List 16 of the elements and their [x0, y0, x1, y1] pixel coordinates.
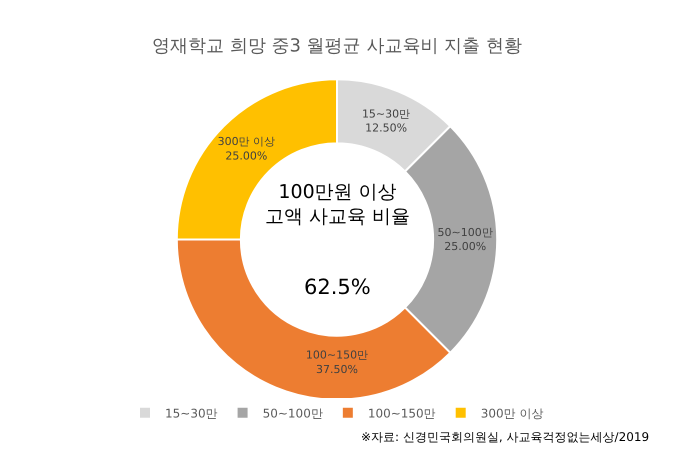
data-label: 12.50% — [365, 122, 408, 135]
legend-label: 50~100만 — [262, 406, 323, 420]
data-label: 25.00% — [225, 150, 268, 163]
data-label: 37.50% — [316, 362, 358, 376]
text: 62.5% — [304, 275, 371, 299]
text: 100만원 이상 고액 사교육 비율 — [265, 181, 410, 228]
slice-label: 300만 이상 — [218, 135, 276, 148]
slice-label: 50~100만 — [438, 226, 493, 239]
legend-label: 15~30만 — [165, 406, 218, 420]
chart-title: 영재학교 희망 중3 월평균 사교육비 지출 현황 — [152, 36, 522, 57]
legend-label: 100~150만 — [368, 406, 436, 420]
data-label: 25.00% — [444, 240, 486, 254]
slice-label: 100~150만 — [306, 348, 368, 362]
text: ※자료: 신경민국회의원실, 사교육걱정없는세상/2019 — [361, 430, 650, 444]
legend-label: 300만 이상 — [480, 406, 544, 420]
slice-label: 15~30만 — [362, 107, 410, 120]
